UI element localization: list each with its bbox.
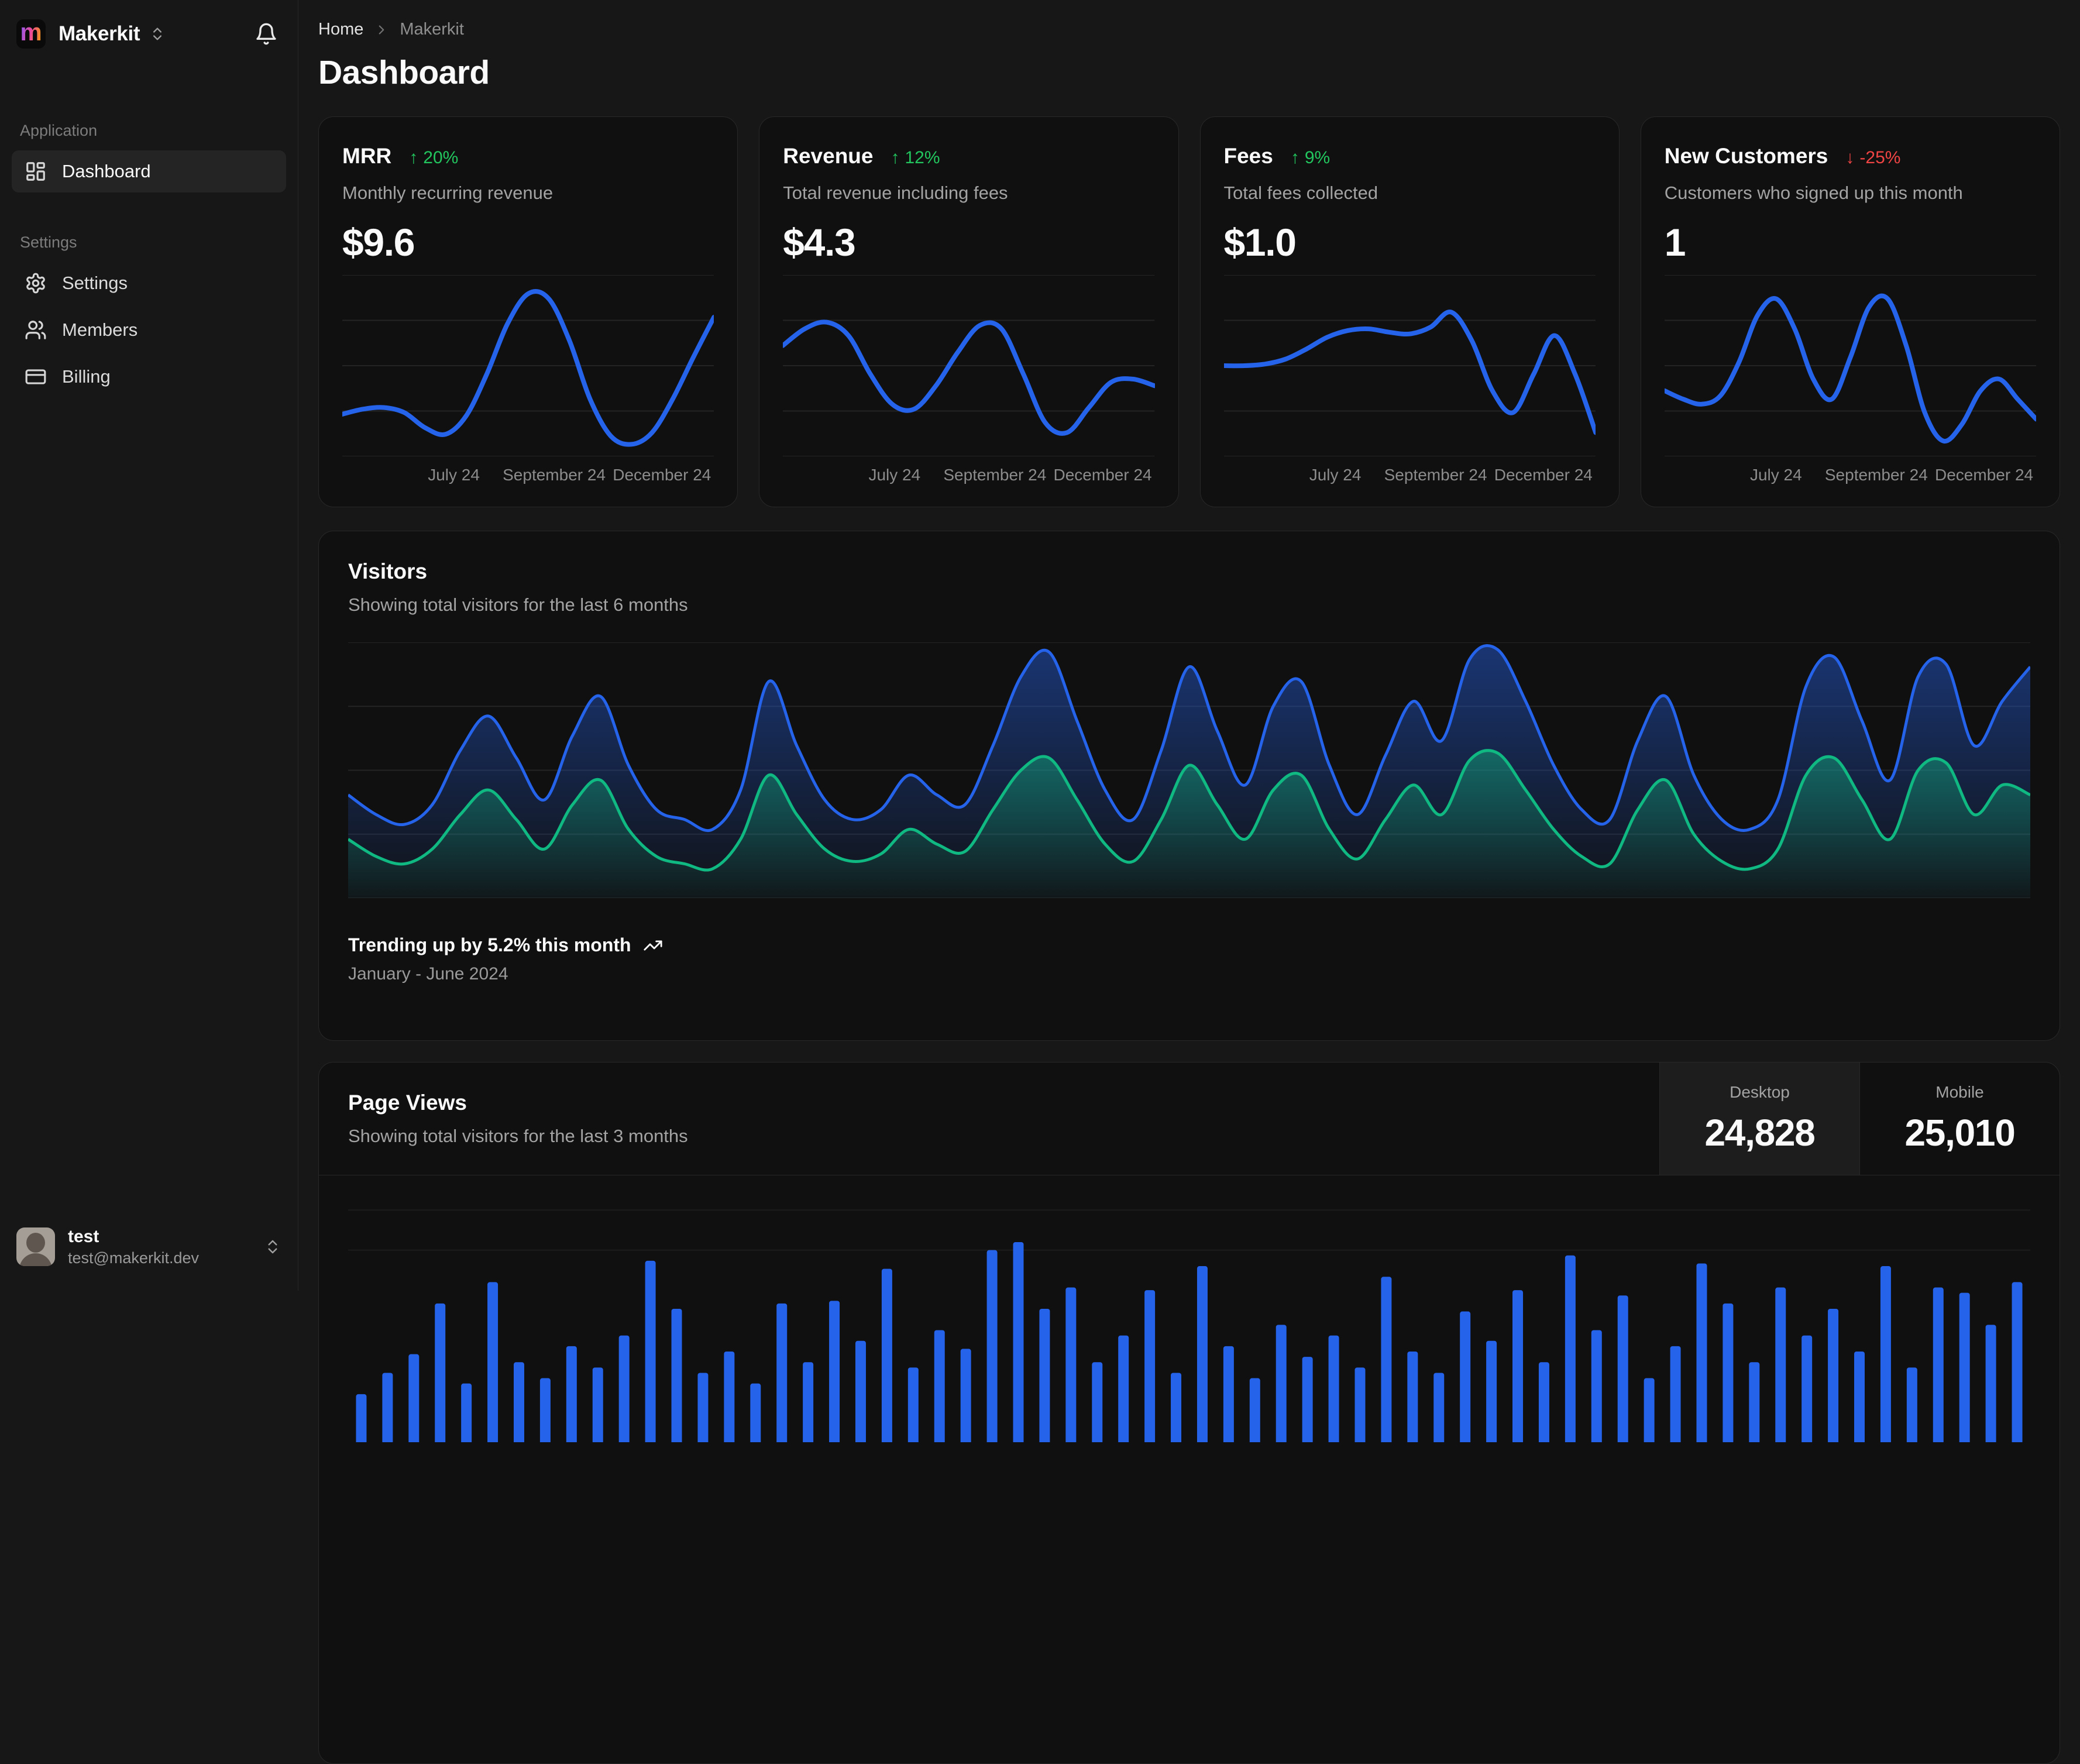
sidebar-item-label: Billing xyxy=(62,366,111,387)
visitors-trend: Trending up by 5.2% this month xyxy=(348,934,2030,956)
trend-badge: ↑ 12% xyxy=(891,148,940,168)
visitors-subtitle: Showing total visitors for the last 6 mo… xyxy=(348,594,2030,615)
delta-value: 20% xyxy=(423,148,458,168)
stat-subtitle: Total fees collected xyxy=(1224,183,1596,204)
arrow-up-icon: ↑ xyxy=(891,148,899,168)
tab-value: 24,828 xyxy=(1704,1111,1814,1154)
dashboard-icon xyxy=(25,160,47,183)
user-email: test@makerkit.dev xyxy=(68,1248,199,1268)
sparkline-chart: July 24 September 24 December 24 xyxy=(1665,275,2036,489)
sidebar-item-billing[interactable]: Billing xyxy=(12,356,286,398)
visitors-card: Visitors Showing total visitors for the … xyxy=(318,531,2060,1041)
sidebar: m Makerkit Application Dashboard Setting… xyxy=(0,0,298,1291)
page-views-subtitle: Showing total visitors for the last 3 mo… xyxy=(348,1126,1630,1147)
stat-card-mrr: MRR ↑ 20% Monthly recurring revenue $9.6… xyxy=(318,116,738,507)
page-views-card: Page Views Showing total visitors for th… xyxy=(318,1062,2060,1764)
x-axis-ticks: July 24 September 24 December 24 xyxy=(1665,466,2036,489)
nav-section-application: Application xyxy=(20,122,278,140)
page-title: Dashboard xyxy=(318,53,2060,92)
sidebar-item-label: Settings xyxy=(62,273,128,294)
x-axis-ticks: July 24 September 24 December 24 xyxy=(783,466,1154,489)
chevrons-up-down-icon xyxy=(264,1238,281,1256)
sidebar-item-dashboard[interactable]: Dashboard xyxy=(12,150,286,192)
trend-badge: ↑ 20% xyxy=(409,148,458,168)
tab-mobile[interactable]: Mobile 25,010 xyxy=(1859,1062,2060,1175)
breadcrumb-home[interactable]: Home xyxy=(318,20,363,39)
arrow-up-icon: ↑ xyxy=(409,148,418,168)
stat-subtitle: Total revenue including fees xyxy=(783,183,1154,204)
tab-desktop[interactable]: Desktop 24,828 xyxy=(1659,1062,1859,1175)
visitors-period: January - June 2024 xyxy=(348,964,2030,984)
sidebar-item-members[interactable]: Members xyxy=(12,309,286,351)
sidebar-header: m Makerkit xyxy=(11,15,287,53)
sparkline-chart: July 24 September 24 December 24 xyxy=(783,275,1154,489)
stat-card-fees: Fees ↑ 9% Total fees collected $1.0 July… xyxy=(1200,116,1620,507)
sparkline-chart: July 24 September 24 December 24 xyxy=(1224,275,1596,489)
delta-value: -25% xyxy=(1859,148,1900,168)
stat-card-revenue: Revenue ↑ 12% Total revenue including fe… xyxy=(759,116,1178,507)
credit-card-icon xyxy=(25,366,47,388)
arrow-up-icon: ↑ xyxy=(1291,148,1299,168)
stat-subtitle: Customers who signed up this month xyxy=(1665,183,2036,204)
chevrons-up-down-icon xyxy=(149,26,166,42)
visitors-title: Visitors xyxy=(348,559,2030,584)
trending-up-icon xyxy=(643,936,663,955)
user-name: test xyxy=(68,1225,199,1248)
stat-title: MRR xyxy=(342,144,391,169)
sidebar-item-settings[interactable]: Settings xyxy=(12,262,286,304)
arrow-down-icon: ↓ xyxy=(1845,148,1854,168)
users-icon xyxy=(25,319,47,341)
stat-value: 1 xyxy=(1665,220,2036,264)
trend-badge: ↓ -25% xyxy=(1845,148,1900,168)
delta-value: 12% xyxy=(905,148,940,168)
workspace-name: Makerkit xyxy=(59,22,140,46)
sparkline-chart: July 24 September 24 December 24 xyxy=(342,275,714,489)
stat-card-new-customers: New Customers ↓ -25% Customers who signe… xyxy=(1641,116,2060,507)
chevron-right-icon xyxy=(374,22,389,37)
gear-icon xyxy=(25,272,47,294)
makerkit-logo-letter: m xyxy=(20,20,42,44)
tab-label: Desktop xyxy=(1730,1083,1790,1102)
visitors-trend-text: Trending up by 5.2% this month xyxy=(348,934,631,956)
breadcrumb-current: Makerkit xyxy=(400,20,464,39)
x-axis-ticks: July 24 September 24 December 24 xyxy=(1224,466,1596,489)
stat-value: $1.0 xyxy=(1224,220,1596,264)
x-axis-ticks: July 24 September 24 December 24 xyxy=(342,466,714,489)
nav-section-settings: Settings xyxy=(20,233,278,252)
tab-label: Mobile xyxy=(1935,1083,1983,1102)
account-menu[interactable]: test test@makerkit.dev xyxy=(11,1220,287,1273)
delta-value: 9% xyxy=(1305,148,1330,168)
workspace-switcher[interactable]: Makerkit xyxy=(59,22,166,46)
bell-icon[interactable] xyxy=(251,19,281,49)
tab-value: 25,010 xyxy=(1904,1111,2014,1154)
main-content: Home Makerkit Dashboard MRR ↑ 20% Monthl… xyxy=(299,0,2080,1291)
stat-subtitle: Monthly recurring revenue xyxy=(342,183,714,204)
avatar xyxy=(16,1227,55,1266)
stats-row: MRR ↑ 20% Monthly recurring revenue $9.6… xyxy=(318,116,2060,507)
page-views-bar-chart[interactable] xyxy=(348,1175,2030,1442)
sidebar-item-label: Dashboard xyxy=(62,161,151,182)
makerkit-logo: m xyxy=(16,19,46,49)
stat-value: $9.6 xyxy=(342,220,714,264)
stat-title: Revenue xyxy=(783,144,873,169)
stat-title: Fees xyxy=(1224,144,1273,169)
visitors-area-chart[interactable] xyxy=(348,642,2030,898)
page-views-title: Page Views xyxy=(348,1091,1630,1115)
stat-title: New Customers xyxy=(1665,144,1828,169)
breadcrumb: Home Makerkit xyxy=(318,20,2060,39)
stat-value: $4.3 xyxy=(783,220,1154,264)
sidebar-item-label: Members xyxy=(62,319,137,341)
user-meta: test test@makerkit.dev xyxy=(68,1225,199,1268)
trend-badge: ↑ 9% xyxy=(1291,148,1330,168)
page-views-header: Page Views Showing total visitors for th… xyxy=(319,1062,2060,1175)
